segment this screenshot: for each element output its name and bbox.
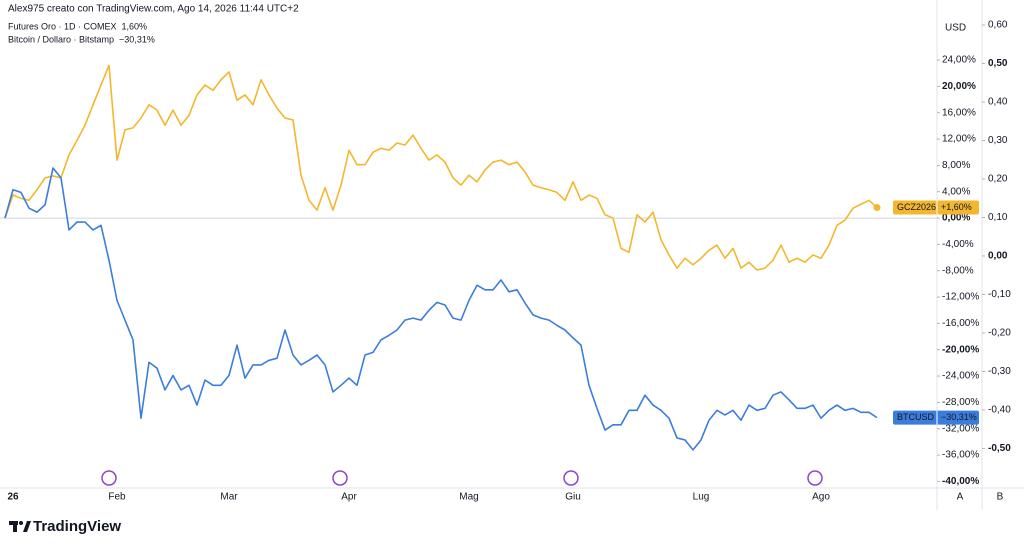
y-tick-label: -4,00%	[942, 239, 974, 250]
x-tick-label: Lug	[693, 492, 710, 503]
y-tick-label: -8,00%	[942, 265, 974, 276]
y-tick-label: 0,00%	[942, 213, 970, 224]
y-tick-label: -32,00%	[942, 423, 979, 434]
tag-box	[893, 200, 979, 215]
y-tick-label: -36,00%	[942, 450, 979, 461]
event-icon[interactable]	[101, 470, 117, 486]
credit: Alex975 creato con TradingView.com, Ago …	[8, 4, 299, 15]
x-tick-label: Mag	[459, 492, 478, 503]
y-tick-label: 8,00%	[942, 160, 970, 171]
y-tick-label: -20,00%	[942, 344, 979, 355]
y2-tick-label: -0,30	[988, 366, 1011, 377]
y-tick-label: -12,00%	[942, 292, 979, 303]
y-tick-label: 20,00%	[942, 81, 976, 92]
tag-value: +1,60%	[941, 202, 972, 212]
x-tick-label: Ago	[812, 492, 830, 503]
y2-tick-label: 0,10	[988, 212, 1008, 223]
series-line	[4, 167, 878, 451]
event-icons	[101, 470, 823, 486]
y-tick-label: 4,00%	[942, 186, 970, 197]
logo-text: TradingView	[33, 518, 121, 535]
x-tick-label: Giu	[565, 492, 581, 503]
y-tick-label: -24,00%	[942, 371, 979, 382]
logo-shape	[19, 521, 23, 525]
end-dot	[873, 204, 881, 212]
y-tick-label: 24,00%	[942, 55, 976, 66]
x-tick-label: Mar	[220, 492, 238, 503]
logo-icon	[9, 521, 31, 532]
series-line	[4, 64, 878, 271]
event-icon[interactable]	[563, 470, 579, 486]
y-tick-label: 16,00%	[942, 107, 976, 118]
y2-tick-label: 0,30	[988, 135, 1008, 146]
scale-button[interactable]: B	[997, 492, 1004, 503]
tag-symbol: BTCUSD	[897, 412, 935, 422]
legend-name: Futures Oro · 1D · COMEX	[8, 21, 117, 31]
y2-tick-label: -0,40	[988, 405, 1011, 416]
y2-tick-label: 0,20	[988, 174, 1008, 185]
legend-name: Bitcoin / Dollaro · Bitstamp	[8, 34, 114, 44]
tag-value: −30,31%	[941, 412, 977, 422]
x-tick-label: Apr	[341, 492, 357, 503]
y2-tick-label: 0,40	[988, 97, 1008, 108]
y2-tick-label: -0,20	[988, 328, 1011, 339]
event-icon[interactable]	[807, 470, 823, 486]
x-tick-label: 26	[7, 492, 19, 503]
y2-tick-label: -0,10	[988, 289, 1011, 300]
legend-value: −30,31%	[119, 34, 155, 44]
x-tick-label: Feb	[108, 492, 126, 503]
tag-box	[893, 410, 979, 425]
y-tick-label: 12,00%	[942, 134, 976, 145]
y-tick-label: -40,00%	[942, 476, 979, 487]
y-tick-label: -28,00%	[942, 397, 979, 408]
legend-value: 1,60%	[122, 21, 148, 31]
event-icon[interactable]	[332, 470, 348, 486]
logo-shape	[23, 521, 31, 532]
scale-button[interactable]: A	[957, 492, 964, 503]
y2-tick-label: 0,50	[988, 58, 1008, 69]
currency: USD	[945, 23, 966, 34]
y2-tick-label: -0,50	[988, 443, 1011, 454]
y2-tick-label: 0,00	[988, 251, 1008, 262]
y-tick-label: -16,00%	[942, 318, 979, 329]
logo-shape	[13, 521, 17, 532]
tag-symbol: GCZ2026	[897, 202, 936, 212]
y2-tick-label: 0,60	[988, 20, 1008, 31]
